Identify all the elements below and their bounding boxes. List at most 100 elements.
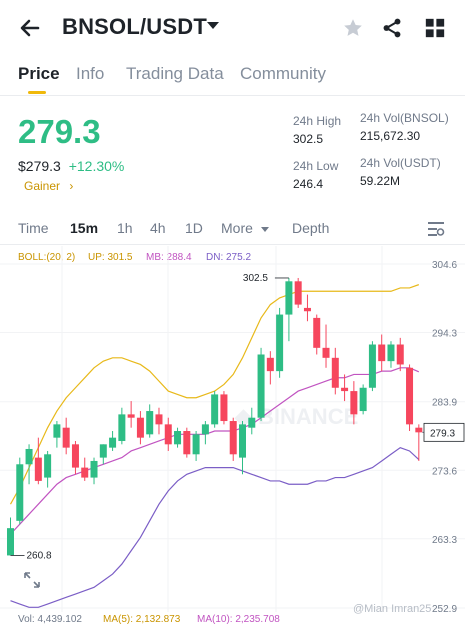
boll-middle-line <box>10 367 420 535</box>
ma10-legend: MA(10): 2,235.708 <box>197 614 280 625</box>
y-tick-label: 283.9 <box>432 398 457 409</box>
timeframe-bar: Time 15m 1h 4h 1D More Depth <box>0 213 465 245</box>
tf-1h[interactable]: 1h <box>117 220 133 236</box>
candle-body <box>266 357 274 372</box>
y-tick-label: 252.9 <box>432 604 457 612</box>
candles <box>7 277 423 556</box>
candle-body <box>25 448 33 465</box>
candle-body <box>81 467 89 478</box>
gainer-label: Gainer <box>24 179 61 193</box>
tf-depth[interactable]: Depth <box>292 220 330 236</box>
tf-time[interactable]: Time <box>18 220 49 236</box>
boll-dn-legend: DN: 275.2 <box>206 252 252 263</box>
gainer-badge[interactable]: Gainer › <box>24 179 73 193</box>
candle-body <box>62 427 70 448</box>
tab-trading-data[interactable]: Trading Data <box>126 64 224 83</box>
candle-body <box>99 444 107 458</box>
candle-body <box>415 427 423 433</box>
candle-body <box>7 528 14 556</box>
y-axis: 304.6 294.3 283.9 273.6 263.3 252.9 <box>432 260 457 612</box>
low-label: 24h Low <box>293 159 339 173</box>
y-tick-label: 304.6 <box>432 260 457 271</box>
candle-body <box>136 417 144 438</box>
more-caret-down-icon[interactable] <box>261 227 269 232</box>
candle-body <box>155 414 163 425</box>
candle-body <box>341 387 349 392</box>
candle-body <box>71 444 79 468</box>
vol-quote-value: 59.22M <box>360 174 401 188</box>
candle-body <box>53 424 61 438</box>
last-price-tag <box>423 422 465 442</box>
candle-body <box>396 344 404 365</box>
candle-body <box>34 457 42 481</box>
candle-body <box>350 391 358 415</box>
vol-base-label: 24h Vol(BNSOL) <box>360 111 449 125</box>
candle-body <box>276 314 284 372</box>
candle-body <box>109 437 117 448</box>
y-tick-label: 273.6 <box>432 466 457 477</box>
chevron-right-icon: › <box>69 179 74 193</box>
candle-body <box>90 460 98 478</box>
price-change: +12.30% <box>68 158 125 174</box>
high-marker-label: 302.5 <box>243 273 268 284</box>
candle-body <box>359 387 367 412</box>
candle-body <box>387 344 395 362</box>
candle-body <box>368 344 376 388</box>
active-tab-indicator <box>28 91 46 94</box>
ma5-legend: MA(5): 2,132.873 <box>103 614 181 625</box>
candle-body <box>331 357 339 388</box>
candle-body <box>248 417 256 428</box>
back-arrow-icon[interactable] <box>18 16 42 40</box>
high-label: 24h High <box>293 114 342 128</box>
low-value: 246.4 <box>293 177 324 191</box>
tf-more[interactable]: More <box>221 220 253 236</box>
tf-15m[interactable]: 15m <box>70 220 99 236</box>
low-marker-label: 260.8 <box>27 550 52 561</box>
candle-body <box>294 281 302 305</box>
candle-body <box>44 454 52 478</box>
share-icon[interactable] <box>381 17 403 39</box>
tab-price[interactable]: Price <box>18 64 60 83</box>
expand-icon[interactable] <box>24 572 40 588</box>
candle-body <box>285 281 293 315</box>
tab-info[interactable]: Info <box>76 64 105 83</box>
fiat-price: $279.3 <box>18 158 61 174</box>
high-value: 302.5 <box>293 132 324 146</box>
candle-body <box>322 347 330 358</box>
candle-body <box>118 414 126 441</box>
top-bar: BNSOL/USDT <box>0 0 465 56</box>
tab-community[interactable]: Community <box>240 64 326 83</box>
candle-body <box>239 424 246 458</box>
y-tick-label: 263.3 <box>432 535 457 546</box>
candle-body <box>164 424 172 445</box>
boll-mb-legend: MB: 288.4 <box>146 252 192 263</box>
volume-legend: Vol: 4,439.102 <box>18 614 82 625</box>
candle-body <box>174 431 182 445</box>
grid-menu-icon[interactable] <box>424 17 446 39</box>
candle-body <box>406 367 414 425</box>
last-price-tag-text: 279.3 <box>430 428 455 439</box>
candle-body <box>192 434 200 455</box>
candle-body <box>303 307 311 312</box>
pair-caret-down-icon[interactable] <box>207 22 219 29</box>
tf-1d[interactable]: 1D <box>185 220 203 236</box>
star-icon[interactable] <box>342 17 364 39</box>
y-tick-label: 294.3 <box>432 329 457 340</box>
candle-body <box>378 344 386 362</box>
candle-body <box>211 394 219 425</box>
pair-title[interactable]: BNSOL/USDT <box>62 14 207 39</box>
tf-4h[interactable]: 4h <box>150 220 166 236</box>
candle-body <box>229 421 237 455</box>
candle-body <box>257 354 265 418</box>
candle-body <box>220 394 228 422</box>
candle-body <box>127 414 135 418</box>
candle-body <box>201 424 209 435</box>
boll-up-legend: UP: 301.5 <box>88 252 133 263</box>
candle-body <box>313 317 321 348</box>
chart-settings-icon[interactable] <box>427 221 445 237</box>
vol-quote-label: 24h Vol(USDT) <box>360 156 441 170</box>
last-price: 279.3 <box>18 113 101 150</box>
tab-bar: Price Info Trading Data Community <box>0 56 465 96</box>
candle-body <box>183 431 191 455</box>
